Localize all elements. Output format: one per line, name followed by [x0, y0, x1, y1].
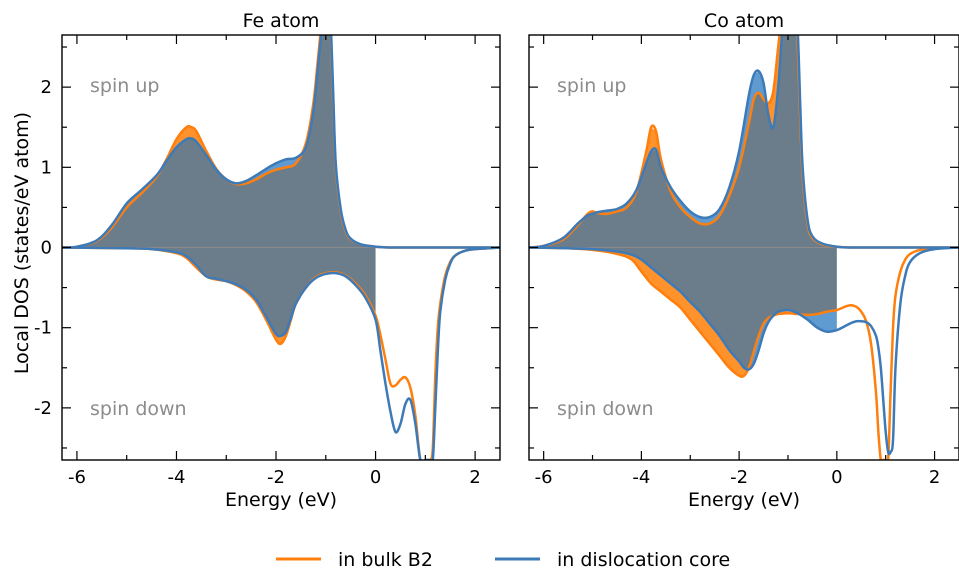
fe-ticks: [62, 35, 500, 460]
fe-spin-down-shared-fill: [62, 247, 376, 336]
fe-spin-down-annotation: spin down: [90, 398, 187, 420]
co-spin-down-shared-fill: [529, 247, 837, 370]
fe-x-tick-label: -6: [68, 467, 86, 488]
co-panel: -6 -4 -2 0 2 Co atom Energy (eV) spin up spin do…: [528, 10, 959, 511]
co-x-axis-label: Energy (eV): [688, 489, 800, 511]
co-spin-down-core-excess-fill: [529, 247, 837, 370]
fe-x-tick-label: 0: [370, 467, 381, 488]
fe-x-axis-label: Energy (eV): [225, 489, 337, 511]
fe-x-tick-label: -4: [168, 467, 186, 488]
co-x-tick-label: -2: [730, 467, 748, 488]
fe-y-tick-label: 2: [41, 77, 52, 98]
fe-plot-area: [62, 35, 500, 460]
co-x-tick-label: 0: [831, 467, 842, 488]
fe-core-spin-down-line: [62, 246, 500, 460]
fe-spin-up-annotation: spin up: [90, 75, 159, 97]
co-plot-area: [529, 35, 959, 460]
fe-panel: -6 -4 -2 0 2 -2 -1 0 1 2 Fe atom Energy (eV) spin up…: [34, 10, 501, 511]
fe-panel-title: Fe atom: [243, 10, 320, 32]
fe-x-tick-label: -2: [267, 467, 285, 488]
co-core-spin-up-line: [529, 35, 959, 249]
co-spin-down-annotation: spin down: [557, 398, 654, 420]
co-ticks: [529, 35, 959, 460]
fe-y-tick-label: 1: [41, 157, 52, 178]
fe-y-tick-label: 0: [41, 238, 52, 259]
legend-label-bulk: in bulk B2: [338, 549, 433, 571]
fe-y-tick-label: -1: [34, 318, 52, 339]
y-axis-label: Local DOS (states/eV atom): [11, 112, 33, 374]
co-core-spin-down-line: [529, 246, 959, 456]
fe-spin-up-shared-fill: [62, 35, 500, 248]
co-panel-title: Co atom: [704, 10, 784, 32]
legend-label-core: in dislocation core: [557, 549, 730, 571]
legend: in bulk B2 in dislocation core: [276, 549, 730, 571]
fe-x-tick-label: 2: [469, 467, 480, 488]
co-x-tick-label: -6: [535, 467, 553, 488]
co-x-tick-label: 2: [929, 467, 940, 488]
co-spin-up-annotation: spin up: [557, 75, 626, 97]
fe-y-tick-label: -2: [34, 398, 52, 419]
fe-core-spin-up-line: [62, 35, 500, 249]
co-x-tick-label: -4: [632, 467, 650, 488]
